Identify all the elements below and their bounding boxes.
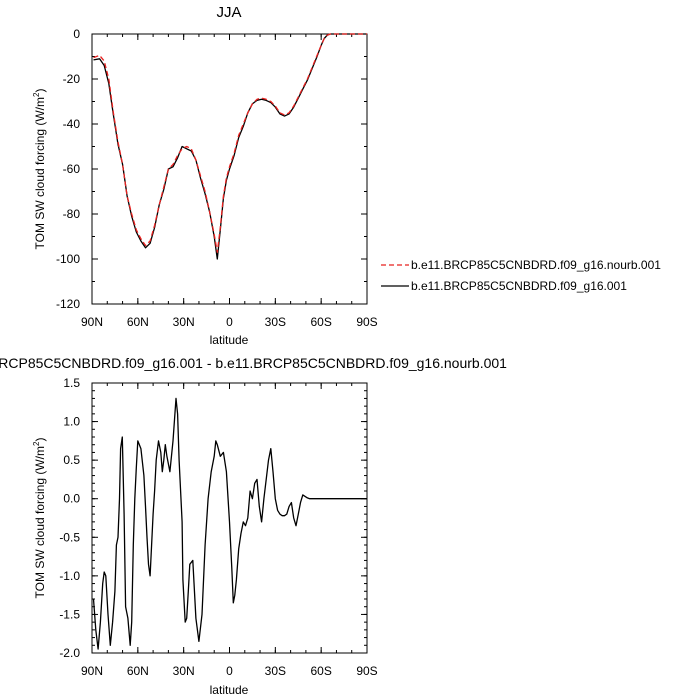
bottom-ytick-label: 0.0 (63, 492, 80, 506)
legend: b.e11.BRCP85C5CNBDRD.f09_g16.nourb.001 b… (381, 258, 661, 293)
top-ylabel-main: TOM SW cloud forcing (W/m (33, 97, 47, 249)
bottom-series-line-0 (92, 397, 367, 650)
top-ytick-label: -80 (63, 207, 81, 221)
top-xtick-label: 90N (81, 315, 103, 329)
bottom-xtick-label: 0 (226, 664, 233, 678)
bottom-ytick-label: -1.0 (59, 569, 80, 583)
bottom-chart-title: b.e11.BRCP85C5CNBDRD.f09_g16.001 - b.e11… (0, 355, 507, 371)
bottom-xtick-label: 90S (356, 664, 377, 678)
bottom-ytick-label: -0.5 (59, 530, 80, 544)
top-ytick-label: -120 (56, 297, 80, 311)
bottom-ylabel-superscript: 2 (32, 441, 41, 446)
bottom-xtick-label: 30N (173, 664, 195, 678)
bottom-ytick-label: 1.5 (63, 376, 80, 390)
top-ytick-label: 0 (73, 27, 80, 41)
bottom-xtick-label: 60N (127, 664, 149, 678)
top-ytick-label: -40 (63, 117, 81, 131)
bottom-xtick-labels: 90N 60N 30N 0 30S 60S 90S (81, 664, 378, 678)
bottom-ytick-label: -2.0 (59, 646, 80, 660)
bottom-xtick-label: 60S (310, 664, 331, 678)
bottom-ylabel: TOM SW cloud forcing (W/m2) (32, 438, 47, 599)
bottom-ytick-labels: 1.5 1.0 0.5 0.0 -0.5 -1.0 -1.5 -2.0 (59, 376, 80, 660)
top-series-lines (93, 33, 367, 260)
top-xtick-label: 90S (356, 315, 377, 329)
bottom-ytick-label: 0.5 (63, 453, 80, 467)
top-xtick-labels: 90N 60N 30N 0 30S 60S 90S (81, 315, 378, 329)
top-ytick-label: -100 (56, 252, 80, 266)
legend-label-nourb: b.e11.BRCP85C5CNBDRD.f09_g16.nourb.001 (411, 258, 661, 272)
bottom-panel: b.e11.BRCP85C5CNBDRD.f09_g16.001 - b.e11… (0, 355, 507, 697)
bottom-ticks (91, 382, 368, 654)
top-ylabel-close: ) (33, 89, 47, 93)
top-xtick-label: 30S (265, 315, 286, 329)
bottom-ytick-label: -1.5 (59, 607, 80, 621)
top-ytick-labels: 0 -20 -40 -60 -80 -100 -120 (56, 27, 80, 311)
top-ylabel: TOM SW cloud forcing (W/m2) (32, 89, 47, 250)
top-xtick-label: 30N (173, 315, 195, 329)
bottom-ylabel-main: TOM SW cloud forcing (W/m (33, 446, 47, 598)
top-panel: JJA 0 -20 -40 -60 -80 -100 -120 90N 60N 30N 0 30S 6… (32, 4, 378, 347)
top-series-line-0 (93, 33, 367, 253)
top-xtick-label: 60S (310, 315, 331, 329)
bottom-series-lines (92, 397, 367, 650)
top-ytick-label: -60 (63, 162, 81, 176)
legend-label-control: b.e11.BRCP85C5CNBDRD.f09_g16.001 (411, 279, 627, 293)
top-ytick-label: -20 (63, 72, 81, 86)
bottom-xtick-label: 90N (81, 664, 103, 678)
top-xtick-label: 0 (226, 315, 233, 329)
top-xtick-label: 60N (127, 315, 149, 329)
top-chart-title: JJA (216, 4, 241, 21)
top-ylabel-superscript: 2 (32, 92, 41, 97)
bottom-ylabel-close: ) (33, 438, 47, 442)
bottom-xtick-label: 30S (265, 664, 286, 678)
top-xlabel: latitude (210, 333, 249, 347)
bottom-xlabel: latitude (210, 683, 249, 697)
bottom-ytick-label: 1.0 (63, 415, 80, 429)
